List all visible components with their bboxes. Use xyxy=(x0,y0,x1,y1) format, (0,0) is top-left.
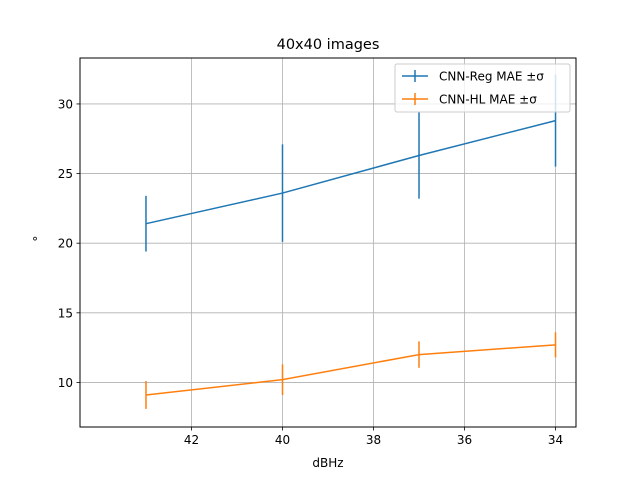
chart-title: 40x40 images xyxy=(277,37,380,53)
series-1 xyxy=(145,74,557,252)
x-tick-label: 36 xyxy=(457,433,472,447)
legend-box xyxy=(394,63,571,113)
series-line xyxy=(145,344,556,396)
series-2 xyxy=(145,332,557,409)
y-axis-label: ° xyxy=(32,235,38,249)
x-tick-label: 40 xyxy=(275,433,290,447)
y-tick-label: 20 xyxy=(58,237,73,251)
x-tick-label: 38 xyxy=(366,433,381,447)
y-tick-label: 25 xyxy=(58,167,73,181)
plot-frame xyxy=(79,57,577,428)
series-layer xyxy=(145,74,557,409)
x-tick-label: 42 xyxy=(184,433,199,447)
y-tick-label: 10 xyxy=(58,376,73,390)
y-tick-label: 30 xyxy=(58,97,73,111)
x-tick-label: 34 xyxy=(548,433,563,447)
legend-label: CNN-Reg MAE ±σ xyxy=(439,70,544,84)
y-tick-label: 15 xyxy=(58,306,73,320)
series-line xyxy=(145,119,556,225)
tick-layer: 42 40 38 36 34 10 15 20 25 30 xyxy=(58,97,563,447)
legend-label: CNN-HL MAE ±σ xyxy=(439,93,537,107)
x-axis-label: dBHz xyxy=(312,456,343,470)
legend: CNN-Reg MAE ±σ CNN-HL MAE ±σ xyxy=(394,63,571,113)
